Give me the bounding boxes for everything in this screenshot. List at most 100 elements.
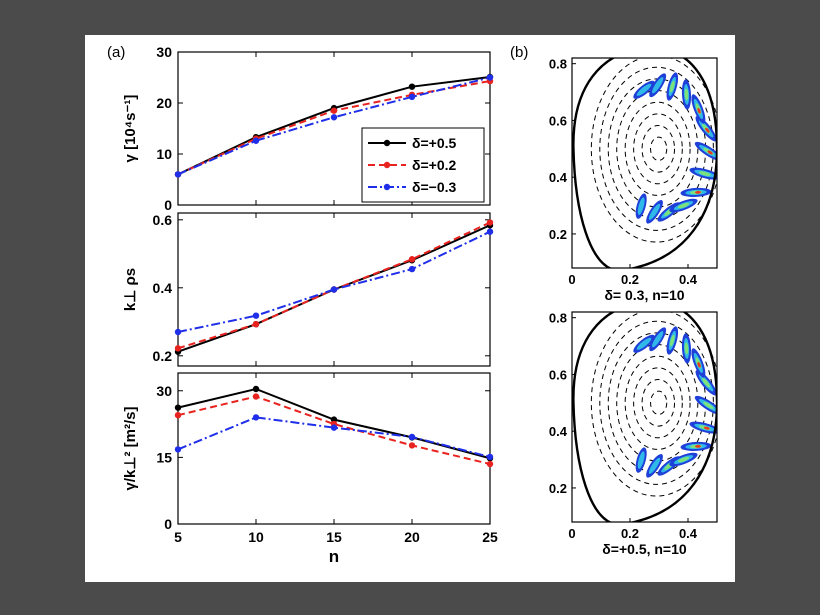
plot-frame	[571, 57, 718, 269]
legend-entry: δ=+0.2	[412, 157, 457, 173]
mode-blob-peak	[677, 202, 690, 209]
mode-blob-max	[705, 127, 710, 133]
y-tick-label: 30	[156, 44, 172, 60]
y-tick-label: 15	[156, 449, 172, 465]
data-point	[486, 219, 494, 226]
mode-blob-peak	[669, 334, 675, 347]
legend-marker	[383, 183, 391, 191]
x-tick-label: 15	[326, 529, 342, 545]
mode-blob-core	[636, 83, 652, 96]
panel-caption: δ= 0.3, n=10	[604, 287, 684, 303]
y-tick-label: 0.8	[549, 311, 567, 326]
legend: δ=+0.5 δ=+0.2 δ=−0.3	[361, 127, 485, 203]
y-tick-label: 0.4	[549, 170, 568, 185]
x-tick-label: 20	[404, 529, 420, 545]
plot-frame	[177, 372, 491, 525]
flux-surface	[650, 390, 668, 415]
legend-entry: δ=+0.5	[412, 135, 457, 151]
data-point	[330, 286, 338, 293]
line-panel-growth-rate: 0 10 20 30 γ [10⁴s⁻¹] δ=+0.5 δ=+0.2 δ=−0.3	[122, 44, 494, 213]
mode-blob-max	[703, 426, 710, 430]
mode-blob-core	[652, 331, 664, 348]
y-tick-label: 0.2	[549, 481, 567, 496]
panel-label-b: (b)	[510, 44, 528, 61]
mode-plot-area	[572, 312, 717, 522]
mode-blob-peak	[703, 401, 714, 409]
data-point	[252, 393, 260, 400]
mode-blob-core	[637, 451, 645, 469]
panel-caption: δ=+0.5, n=10	[602, 541, 687, 557]
flux-surface	[650, 136, 668, 161]
data-point	[174, 328, 182, 336]
plot-frame	[571, 311, 718, 523]
flux-surface	[599, 320, 714, 485]
y-tick-label: 0.4	[153, 280, 173, 296]
flux-surface	[599, 66, 714, 231]
flux-surface	[633, 113, 683, 185]
figure-canvas: (a) (b) 0 10 20 30 γ [10⁴s⁻¹] δ=+0.5 δ=+0.2 δ=−…	[107, 44, 718, 566]
mode-blob-core	[648, 457, 661, 474]
x-tick-label: 5	[174, 529, 182, 545]
y-tick-label: 0.6	[153, 212, 173, 228]
y-tick-label: 0.2	[153, 348, 173, 364]
mode-blob-peak	[677, 456, 690, 463]
data-point	[486, 228, 494, 235]
data-point	[252, 312, 260, 319]
x-tick-label: 0	[568, 272, 575, 287]
data-point	[174, 411, 182, 419]
x-tick-label: 25	[482, 529, 498, 545]
x-tick-label: 0.2	[621, 526, 639, 541]
mode-blob-core	[648, 203, 661, 220]
data-point	[330, 424, 338, 431]
legend-entry: δ=−0.3	[412, 179, 457, 195]
flux-surface	[641, 125, 676, 173]
line-panel-wavenumber: 0.2 0.4 0.6 k⊥ ρs	[122, 212, 494, 367]
y-axis-label: γ/k⊥² [m²/s]	[122, 407, 139, 491]
data-point	[252, 414, 260, 421]
line-panels: 0 10 20 30 γ [10⁴s⁻¹] δ=+0.5 δ=+0.2 δ=−0.3 0.2 0.…	[122, 44, 498, 566]
data-point	[486, 460, 494, 468]
y-tick-label: 0	[164, 197, 172, 213]
mode-blob-max	[697, 107, 701, 114]
mode-blob-core	[652, 77, 664, 94]
mode-plot-area	[572, 58, 717, 268]
x-tick-label: 0.4	[679, 526, 698, 541]
y-tick-label: 0	[164, 516, 172, 532]
mode-blob-peak	[699, 171, 711, 176]
mode-blob-peak	[669, 80, 675, 93]
x-tick-label: 0	[568, 526, 575, 541]
data-point	[408, 83, 416, 90]
y-tick-label: 10	[156, 146, 172, 162]
data-point	[408, 265, 416, 273]
mode-blob-max	[697, 361, 701, 368]
data-point	[252, 137, 260, 144]
mode-panel-mode-structure-bottom: 0.20.40.60.80 0.2 0.4δ=+0.5, n=10	[549, 311, 718, 557]
y-tick-label: 0.4	[549, 424, 568, 439]
series-line	[177, 395, 491, 466]
data-point	[174, 404, 182, 411]
legend-marker	[383, 161, 391, 169]
mode-blob-max	[695, 444, 702, 448]
legend-marker	[383, 139, 391, 147]
y-tick-label: 0.2	[549, 227, 567, 242]
mode-blob-peak	[702, 377, 711, 388]
y-tick-label: 0.8	[549, 57, 567, 72]
mode-blob-peak	[684, 88, 689, 101]
y-tick-label: 0.6	[549, 367, 567, 382]
data-point	[408, 256, 416, 263]
data-point	[408, 433, 416, 441]
y-tick-label: 30	[156, 383, 172, 399]
data-point	[174, 171, 182, 178]
mode-blob-peak	[684, 342, 689, 355]
y-axis-label: γ [10⁴s⁻¹]	[122, 95, 139, 163]
mode-panel-mode-structure-top: 0.20.40.60.80 0.2 0.4δ= 0.3, n=10	[549, 57, 718, 303]
panel-label-a: (a)	[107, 44, 125, 61]
line-panel-diffusivity: 0 15 30 5 10 15 20 25 n γ/k⊥² [m²/s]	[122, 372, 498, 566]
data-point	[408, 93, 416, 101]
y-tick-label: 20	[156, 95, 172, 111]
data-point	[174, 446, 182, 453]
data-point	[408, 442, 416, 449]
data-point	[486, 74, 494, 81]
flux-surface	[624, 101, 691, 196]
data-point	[252, 320, 260, 328]
